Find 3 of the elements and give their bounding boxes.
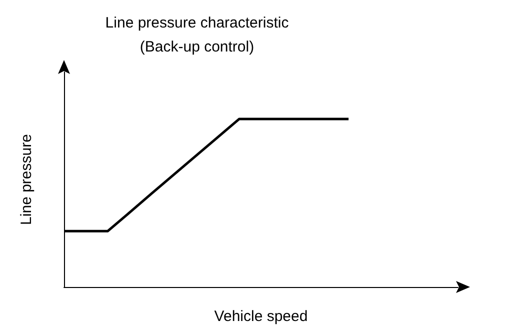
x-axis-title: Vehicle speed (214, 308, 308, 325)
chart-title: Line pressure characteristic (Back-up control) (105, 14, 290, 56)
y-axis-title: Line pressure (18, 134, 35, 225)
